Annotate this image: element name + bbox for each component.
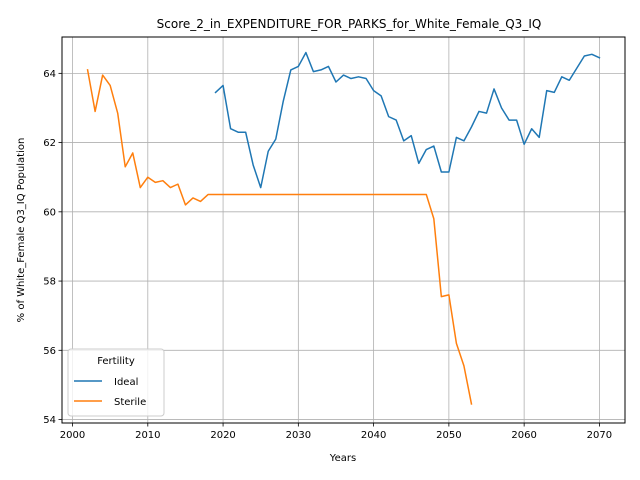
plot-frame	[61, 36, 626, 424]
x-tick-label: 2010	[135, 430, 160, 441]
y-axis-title: % of White_Female Q3_IQ Population	[16, 138, 27, 323]
legend: Fertility Ideal Sterile	[67, 348, 165, 417]
series-layer	[86, 51, 601, 405]
chart-title: Score_2_in_EXPENDITURE_FOR_PARKS_for_Whi…	[157, 17, 542, 31]
y-axis: 54 56 58 60 62 64	[43, 69, 62, 426]
x-tick-label: 2040	[361, 430, 386, 441]
legend-label-ideal: Ideal	[114, 377, 138, 388]
y-tick-label: 62	[43, 138, 56, 149]
legend-box	[67, 348, 165, 417]
x-tick-label: 2020	[210, 430, 235, 441]
y-tick-label: 64	[43, 69, 56, 80]
legend-title: Fertility	[97, 356, 135, 367]
x-tick-label: 2030	[286, 430, 311, 441]
series-line-sterile	[86, 69, 473, 405]
x-tick-label: 2050	[436, 430, 461, 441]
x-axis-title: Years	[329, 453, 356, 464]
y-tick-label: 60	[43, 207, 56, 218]
y-tick-label: 56	[43, 346, 56, 357]
x-tick-label: 2070	[587, 430, 612, 441]
y-tick-label: 58	[43, 277, 56, 288]
x-tick-label: 2060	[511, 430, 536, 441]
x-tick-label: 2000	[60, 430, 85, 441]
legend-label-sterile: Sterile	[114, 397, 146, 408]
x-axis: 2000 2010 2020 2030 2040 2050 2060 2070	[60, 423, 612, 441]
grid	[62, 37, 625, 423]
y-tick-label: 54	[43, 415, 56, 426]
series-line-ideal	[214, 51, 601, 189]
